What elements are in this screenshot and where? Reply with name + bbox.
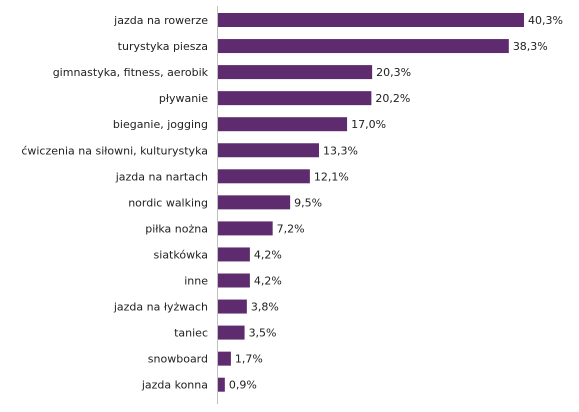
bar bbox=[218, 65, 373, 80]
bar bbox=[218, 325, 245, 340]
bar bbox=[218, 143, 319, 158]
data-label: 3,5% bbox=[249, 327, 277, 340]
category-label: piłka nożna bbox=[145, 222, 208, 235]
category-label: ćwiczenia na siłowni, kulturystyka bbox=[21, 144, 208, 157]
category-label: jazda na rowerze bbox=[113, 14, 208, 27]
category-label: turystyka piesza bbox=[118, 40, 208, 53]
category-label: snowboard bbox=[148, 353, 208, 366]
bar bbox=[218, 117, 348, 132]
category-label: jazda na łyżwach bbox=[113, 301, 208, 314]
bar bbox=[218, 39, 509, 54]
bar bbox=[218, 13, 524, 27]
category-label: gimnastyka, fitness, aerobik bbox=[53, 66, 209, 79]
bar bbox=[218, 91, 372, 106]
category-label: nordic walking bbox=[128, 196, 208, 209]
data-label: 13,3% bbox=[323, 144, 358, 157]
data-label: 17,0% bbox=[351, 118, 386, 131]
category-label: jazda konna bbox=[141, 379, 208, 392]
bar bbox=[218, 221, 273, 236]
data-label: 20,2% bbox=[375, 92, 410, 105]
data-label: 3,8% bbox=[251, 301, 279, 314]
data-label: 4,2% bbox=[254, 248, 282, 261]
category-label: taniec bbox=[174, 327, 208, 340]
data-label: 38,3% bbox=[513, 40, 548, 53]
bar bbox=[218, 195, 291, 210]
category-label: inne bbox=[184, 275, 208, 288]
data-label: 1,7% bbox=[235, 353, 263, 366]
data-label: 40,3% bbox=[528, 14, 563, 27]
bar bbox=[218, 273, 250, 288]
category-label: jazda na nartach bbox=[115, 170, 208, 183]
data-label: 7,2% bbox=[277, 222, 305, 235]
bar bbox=[218, 169, 310, 184]
bar bbox=[218, 377, 225, 392]
data-label: 4,2% bbox=[254, 275, 282, 288]
data-label: 20,3% bbox=[376, 66, 411, 79]
bar bbox=[218, 351, 231, 366]
bar bbox=[218, 299, 247, 314]
value-labels-group: 40,3% 38,3% 20,3% 20,2% 17,0% 13,3% 12,1% 9,5% 7… bbox=[229, 14, 563, 392]
category-label: pływanie bbox=[159, 92, 208, 105]
data-label: 12,1% bbox=[314, 170, 349, 183]
data-label: 9,5% bbox=[294, 196, 322, 209]
category-label: bieganie, jogging bbox=[113, 118, 208, 131]
bar bbox=[218, 247, 250, 262]
category-labels-group: jazda na rowerze turystyka piesza gimnasty… bbox=[21, 14, 208, 392]
bars-group bbox=[218, 13, 524, 392]
data-label: 0,9% bbox=[229, 379, 257, 392]
category-label: siatkówka bbox=[154, 248, 208, 261]
